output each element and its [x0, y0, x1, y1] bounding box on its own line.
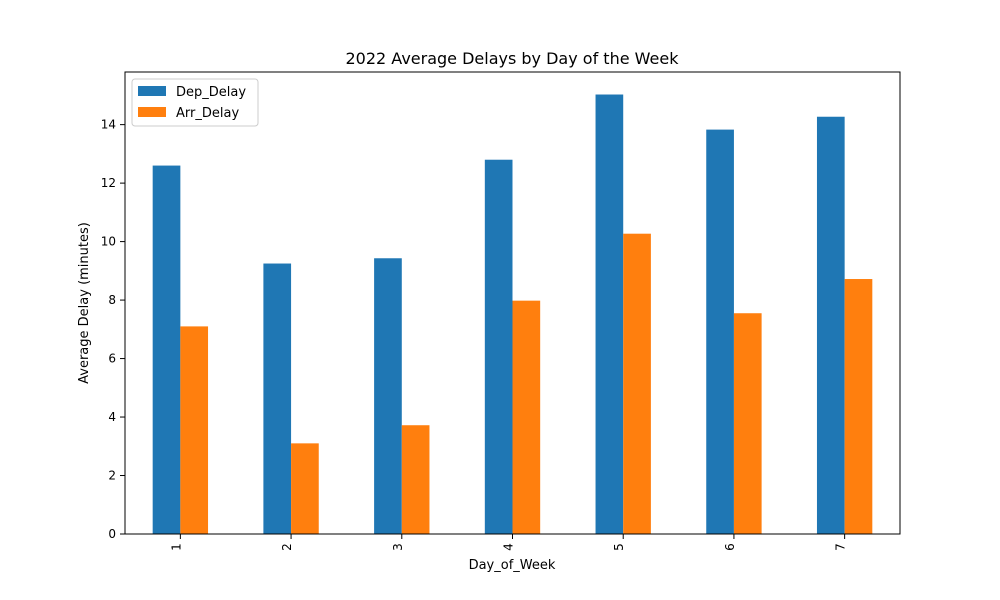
y-tick-label: 4 — [108, 410, 116, 424]
legend-swatch-arr-delay — [138, 107, 166, 117]
bar-dep-delay-day-1 — [152, 165, 181, 534]
legend-swatch-dep-delay — [138, 86, 166, 96]
y-tick-label: 6 — [108, 352, 116, 366]
y-tick-label: 14 — [101, 118, 116, 132]
legend-label-dep-delay: Dep_Delay — [176, 85, 246, 100]
x-tick-label: 5 — [612, 543, 626, 551]
bar-dep-delay-day-3 — [374, 258, 402, 534]
y-tick-label: 0 — [108, 527, 116, 541]
x-tick-label: 1 — [169, 543, 183, 551]
bar-arr-delay-day-6 — [733, 313, 762, 534]
legend-label-arr-delay: Arr_Delay — [176, 106, 239, 121]
bar-dep-delay-day-4 — [484, 159, 513, 535]
bar-arr-delay-day-4 — [512, 300, 541, 534]
y-axis-label: Average Delay (minutes) — [77, 222, 92, 384]
x-axis-ticks: 1 2 3 4 5 6 7 — [169, 534, 848, 551]
chart-title: 2022 Average Delays by Day of the Week — [346, 49, 680, 68]
bar-dep-delay-day-6 — [706, 129, 734, 534]
y-tick-label: 8 — [108, 293, 116, 307]
bar-dep-delay-day-7 — [816, 116, 845, 534]
x-tick-label: 7 — [834, 543, 848, 551]
bar-arr-delay-day-2 — [291, 443, 319, 534]
bars-group — [152, 94, 873, 535]
legend: Dep_Delay Arr_Delay — [131, 78, 259, 127]
bar-arr-delay-day-1 — [180, 326, 209, 534]
bar-arr-delay-day-5 — [623, 233, 651, 534]
bar-dep-delay-day-2 — [263, 263, 292, 534]
x-tick-label: 2 — [280, 543, 294, 551]
y-tick-label: 12 — [101, 176, 116, 190]
x-tick-label: 6 — [723, 543, 737, 551]
x-tick-label: 4 — [502, 543, 516, 551]
bar-arr-delay-day-3 — [401, 425, 430, 534]
bar-arr-delay-day-7 — [844, 279, 873, 534]
plot-area-frame — [124, 71, 901, 535]
y-tick-label: 10 — [101, 235, 116, 249]
bar-dep-delay-day-5 — [595, 94, 624, 534]
y-axis-ticks: 0 2 4 6 8 10 12 14 — [101, 118, 125, 541]
y-tick-label: 2 — [108, 469, 116, 483]
x-tick-label: 3 — [391, 543, 405, 551]
x-axis-label: Day_of_Week — [469, 558, 556, 573]
